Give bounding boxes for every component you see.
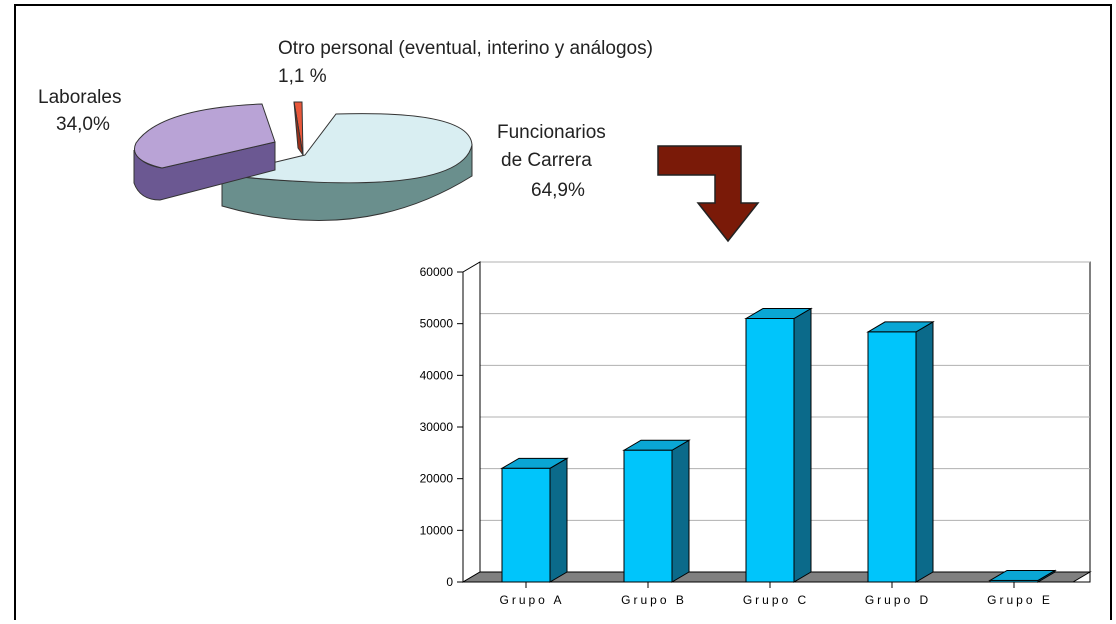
pie-chart: Otro personal (eventual, interino y anál… bbox=[38, 38, 653, 222]
bar-side bbox=[671, 439, 690, 583]
bar-grupo-b bbox=[622, 439, 691, 583]
pie-label-laborales-name: Laborales bbox=[38, 87, 121, 108]
bar-side bbox=[915, 321, 934, 583]
y-tick-label: 30000 bbox=[420, 420, 454, 434]
bar-front bbox=[745, 318, 795, 583]
pie-label-laborales-value: 34,0% bbox=[56, 114, 110, 135]
y-axis-ticks: 60000 50000 40000 30000 20000 10000 0 bbox=[420, 265, 463, 589]
bar-grupo-a bbox=[500, 457, 569, 583]
pie-label-funcionarios-value: 64,9% bbox=[531, 180, 585, 201]
x-axis-labels: Grupo A Grupo B Grupo C Grupo D Grupo E bbox=[499, 582, 1053, 607]
bar-front bbox=[623, 449, 673, 583]
pie-label-funcionarios-line2: de Carrera bbox=[501, 150, 592, 171]
x-tick-label: Grupo C bbox=[743, 593, 809, 607]
pie-label-otro-value: 1,1 % bbox=[278, 66, 327, 87]
y-tick-label: 40000 bbox=[420, 368, 454, 382]
bar-front bbox=[501, 467, 551, 583]
pie-slice-laborales-top bbox=[134, 103, 276, 169]
pie-slice-otro-side bbox=[293, 101, 304, 156]
figure-frame bbox=[14, 4, 1112, 620]
y-tick-label: 0 bbox=[446, 575, 453, 589]
pie-label-otro-name: Otro personal (eventual, interino y anál… bbox=[278, 38, 653, 59]
elbow-arrow-icon bbox=[657, 145, 760, 243]
x-tick-label: Grupo E bbox=[987, 593, 1053, 607]
bars bbox=[500, 307, 1057, 583]
bar-side bbox=[793, 307, 812, 583]
x-tick-label: Grupo A bbox=[499, 593, 564, 607]
bar-grupo-e bbox=[988, 569, 1057, 583]
bar-side bbox=[549, 457, 568, 583]
bar-front bbox=[867, 331, 917, 583]
y-tick-label: 60000 bbox=[420, 265, 454, 279]
y-tick-label: 50000 bbox=[420, 317, 454, 331]
bar-grupo-c bbox=[744, 307, 813, 583]
pie-label-funcionarios-line1: Funcionarios bbox=[497, 122, 606, 143]
pie-slice-funcionarios-top bbox=[221, 113, 473, 184]
x-tick-label: Grupo D bbox=[865, 593, 931, 607]
plot-left-wall bbox=[462, 261, 481, 583]
bar-grupo-d bbox=[866, 321, 935, 583]
y-tick-label: 20000 bbox=[420, 472, 454, 486]
x-tick-label: Grupo B bbox=[621, 593, 687, 607]
y-tick-label: 10000 bbox=[420, 523, 454, 537]
bar-front bbox=[989, 579, 1039, 583]
